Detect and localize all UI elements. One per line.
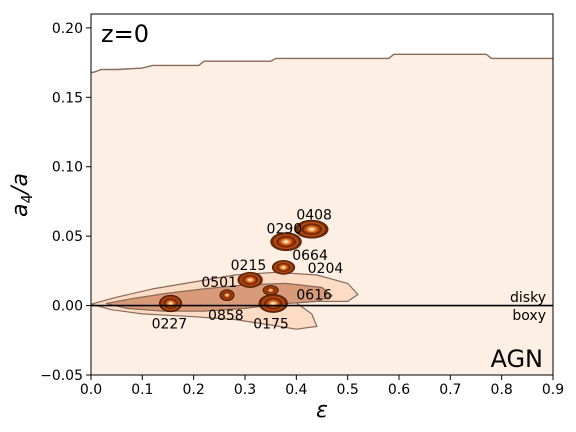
boxy-annotation: boxy (512, 308, 546, 324)
x-axis-label: ε (316, 398, 328, 423)
galaxy-label-0501: 0501 (201, 275, 237, 291)
galaxy-0204 (262, 285, 279, 296)
galaxy-label-0616: 0616 (296, 287, 332, 303)
redshift-annotation: z=0 (101, 20, 149, 48)
galaxy-label-0664: 0664 (292, 248, 328, 264)
galaxy-ring (168, 302, 173, 305)
galaxy-label-0408: 0408 (296, 207, 332, 223)
x-tick-label: 0.4 (285, 382, 307, 398)
model-annotation: AGN (490, 345, 543, 373)
x-tick-label: 0.8 (491, 382, 513, 398)
galaxy-label-0215: 0215 (231, 258, 267, 274)
y-tick-label: 0.20 (52, 21, 83, 37)
x-tick-label: 0.7 (439, 382, 461, 398)
galaxy-ring (309, 227, 315, 231)
y-tick-label: 0.05 (52, 229, 83, 245)
galaxy-0664 (271, 260, 296, 275)
x-tick-label: 0.9 (542, 382, 564, 398)
axes-frame (90, 13, 554, 376)
x-tick-label: 0.6 (388, 382, 410, 398)
galaxy-0290 (270, 232, 302, 252)
disky-annotation: disky (510, 290, 546, 306)
x-tick-label: 0.2 (183, 382, 205, 398)
galaxy-0501 (219, 289, 235, 302)
galaxy-label-0204: 0204 (308, 261, 344, 277)
y-tick-label: 0.10 (52, 160, 83, 176)
galaxy-0227 (158, 294, 183, 313)
x-tick-label: 0.1 (131, 382, 153, 398)
y-axis-label: a4/a (8, 173, 36, 217)
y-tick-label: 0.15 (52, 90, 83, 106)
galaxy-label-0175: 0175 (253, 316, 289, 332)
galaxy-0215 (237, 271, 263, 288)
galaxy-ring (248, 278, 253, 282)
galaxy-label-0227: 0227 (152, 316, 188, 332)
galaxy-ring (225, 294, 229, 297)
galaxy-ring (283, 240, 289, 244)
galaxy-0408 (295, 219, 329, 239)
y-tick-label: −0.05 (40, 368, 83, 384)
galaxy-ring (269, 289, 272, 292)
galaxy-ring (281, 266, 286, 269)
galaxy-0616 (258, 294, 288, 313)
galaxy-label-0858: 0858 (208, 308, 244, 324)
galaxy-ring (270, 302, 276, 305)
galaxy-label-0290: 0290 (267, 221, 303, 237)
y-tick-label: 0.00 (52, 299, 83, 315)
contour-exterior-region (91, 14, 553, 73)
axes: 0.0 0.1 0.2 0.3 0.4 0.5 0.6 0.7 0.8 0.9 −0.05 0.00 0… (8, 13, 564, 423)
x-tick-label: 0.5 (337, 382, 359, 398)
x-tick-label: 0.3 (234, 382, 256, 398)
x-tick-label: 0.0 (80, 382, 102, 398)
galaxy-layer (158, 219, 329, 313)
contour-upper-boundary (91, 53, 553, 73)
